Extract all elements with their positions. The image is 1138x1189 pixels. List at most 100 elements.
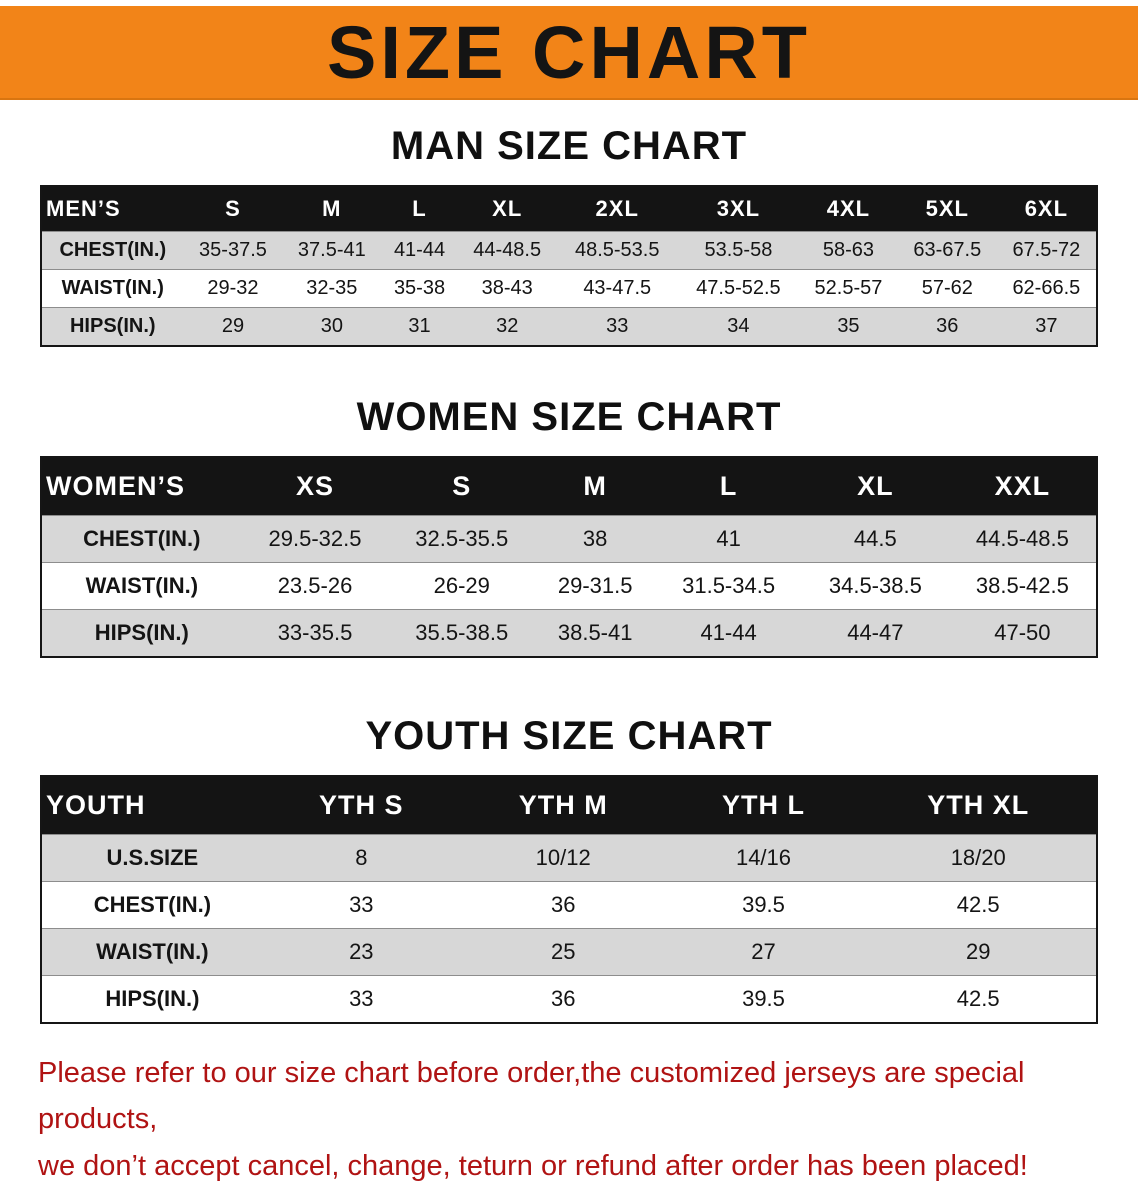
women-size-table: WOMEN’S XS S M L XL XXL CHEST(IN.) 29.5-32.5 32.5… (40, 456, 1098, 658)
table-header-row: MEN’S S M L XL 2XL 3XL 4XL 5XL 6XL (41, 186, 1097, 232)
table-corner-label: YOUTH (46, 790, 146, 820)
size-value-cell: 29 (221, 315, 245, 337)
size-value-cell: 42.5 (956, 892, 1000, 917)
size-value-cell: 37.5-41 (297, 239, 366, 261)
men-section-heading: MAN SIZE CHART (390, 124, 748, 168)
size-value-cell: 35-37.5 (199, 239, 267, 261)
size-value-cell: 33-35.5 (277, 620, 353, 645)
size-value-cell: 31 (408, 315, 431, 337)
size-column-header: YTH S (319, 790, 404, 820)
size-value-cell: 38-43 (481, 277, 533, 299)
size-value-cell: 35 (837, 315, 860, 337)
table-row: WAIST(IN.) 29-32 32-35 35-38 38-43 43-47.5 47.… (41, 269, 1097, 308)
row-label: CHEST(IN.) (59, 239, 167, 261)
size-value-cell: 35.5-38.5 (415, 620, 509, 645)
size-value-cell: 26-29 (433, 573, 490, 598)
size-value-cell: 34.5-38.5 (828, 573, 922, 598)
size-column-header: 2XL (595, 196, 639, 221)
table-corner-label: WOMEN’S (46, 471, 185, 501)
table-row: CHEST(IN.) 29.5-32.5 32.5-35.5 38 41 44.5 44.5… (41, 515, 1097, 563)
table-row: WAIST(IN.) 23.5-26 26-29 29-31.5 31.5-34.5 34… (41, 562, 1097, 610)
size-value-cell: 33 (606, 315, 629, 337)
size-column-header: XL (857, 471, 894, 501)
youth-size-table: YOUTH YTH S YTH M YTH L YTH XL U.S.SIZE 8 10/12… (40, 775, 1098, 1024)
size-value-cell: 27 (751, 939, 776, 964)
size-value-cell: 25 (550, 939, 576, 964)
size-column-header: 5XL (925, 196, 969, 221)
size-column-header: 4XL (826, 196, 871, 221)
size-value-cell: 48.5-53.5 (574, 239, 660, 261)
size-value-cell: 47.5-52.5 (696, 277, 781, 299)
row-label: HIPS(IN.) (69, 315, 156, 337)
table-row: WAIST(IN.) 23 25 27 29 (41, 928, 1097, 976)
youth-section-heading: YOUTH SIZE CHART (365, 714, 773, 758)
size-value-cell: 44.5 (853, 526, 897, 551)
disclaimer-line-1: Please refer to our size chart before or… (38, 1057, 1025, 1136)
size-value-cell: 30 (320, 315, 343, 337)
size-column-header: YTH M (518, 790, 608, 820)
size-column-header: M (322, 196, 342, 221)
table-header-row: WOMEN’S XS S M L XL XXL (41, 457, 1097, 516)
size-column-header: XXL (994, 471, 1051, 501)
size-value-cell: 67.5-72 (1012, 239, 1081, 261)
size-value-cell: 44.5-48.5 (975, 526, 1069, 551)
table-row: CHEST(IN.) 33 36 39.5 42.5 (41, 881, 1097, 929)
size-value-cell: 32 (496, 315, 519, 337)
size-value-cell: 31.5-34.5 (682, 573, 776, 598)
size-value-cell: 35-38 (393, 277, 446, 299)
size-value-cell: 52.5-57 (814, 277, 883, 299)
size-value-cell: 38.5-42.5 (975, 573, 1069, 598)
size-value-cell: 33 (349, 892, 374, 917)
page-title: SIZE CHART (327, 10, 811, 94)
size-value-cell: 53.5-58 (704, 239, 773, 261)
table-corner-label: MEN’S (46, 196, 121, 221)
table-row: HIPS(IN.) 33 36 39.5 42.5 (41, 975, 1097, 1023)
size-value-cell: 37 (1035, 315, 1058, 337)
size-value-cell: 29-31.5 (557, 573, 633, 598)
size-value-cell: 38 (582, 526, 608, 551)
size-value-cell: 29-32 (207, 277, 259, 299)
row-label: U.S.SIZE (106, 845, 199, 870)
size-column-header: 6XL (1024, 196, 1069, 221)
size-value-cell: 8 (355, 845, 368, 870)
row-label: WAIST(IN.) (61, 277, 164, 299)
size-value-cell: 32-35 (306, 277, 358, 299)
size-column-header: 3XL (716, 196, 761, 221)
women-section-heading: WOMEN SIZE CHART (356, 395, 782, 439)
size-value-cell: 47-50 (994, 620, 1051, 645)
table-row: U.S.SIZE 8 10/12 14/16 18/20 (41, 834, 1097, 882)
size-column-header: YTH XL (927, 790, 1030, 820)
size-value-cell: 36 (550, 892, 576, 917)
row-label: CHEST(IN.) (83, 526, 201, 551)
size-value-cell: 38.5-41 (557, 620, 633, 645)
row-label: CHEST(IN.) (93, 892, 212, 917)
size-value-cell: 41-44 (700, 620, 757, 645)
men-size-table: MEN’S S M L XL 2XL 3XL 4XL 5XL 6XL CHEST(IN.) 35-37… (40, 185, 1098, 347)
size-value-cell: 62-66.5 (1012, 277, 1081, 299)
size-column-header: L (719, 471, 738, 501)
disclaimer-line-2: we don’t accept cancel, change, teturn o… (38, 1149, 1028, 1182)
size-chart-banner: SIZE CHART (0, 6, 1138, 100)
size-value-cell: 44-47 (847, 620, 904, 645)
size-column-header: M (583, 471, 607, 501)
size-value-cell: 39.5 (742, 986, 785, 1011)
size-value-cell: 41 (716, 526, 741, 551)
size-value-cell: 29 (965, 939, 991, 964)
size-column-header: XS (295, 471, 335, 501)
size-value-cell: 23 (349, 939, 374, 964)
size-value-cell: 10/12 (535, 845, 591, 870)
row-label: HIPS(IN.) (94, 620, 189, 645)
size-value-cell: 36 (550, 986, 576, 1011)
size-value-cell: 36 (936, 315, 959, 337)
size-value-cell: 33 (349, 986, 374, 1011)
row-label: HIPS(IN.) (105, 986, 200, 1011)
size-value-cell: 29.5-32.5 (268, 526, 362, 551)
size-column-header: L (412, 196, 427, 221)
table-row: HIPS(IN.) 33-35.5 35.5-38.5 38.5-41 41-44 44-… (41, 609, 1097, 657)
size-value-cell: 58-63 (822, 239, 875, 261)
size-value-cell: 23.5-26 (277, 573, 353, 598)
disclaimer-text: Please refer to our size chart before or… (38, 1050, 1100, 1189)
table-row: CHEST(IN.) 35-37.5 37.5-41 41-44 44-48.5 48.5… (41, 231, 1097, 270)
size-value-cell: 42.5 (956, 986, 1000, 1011)
row-label: WAIST(IN.) (96, 939, 209, 964)
